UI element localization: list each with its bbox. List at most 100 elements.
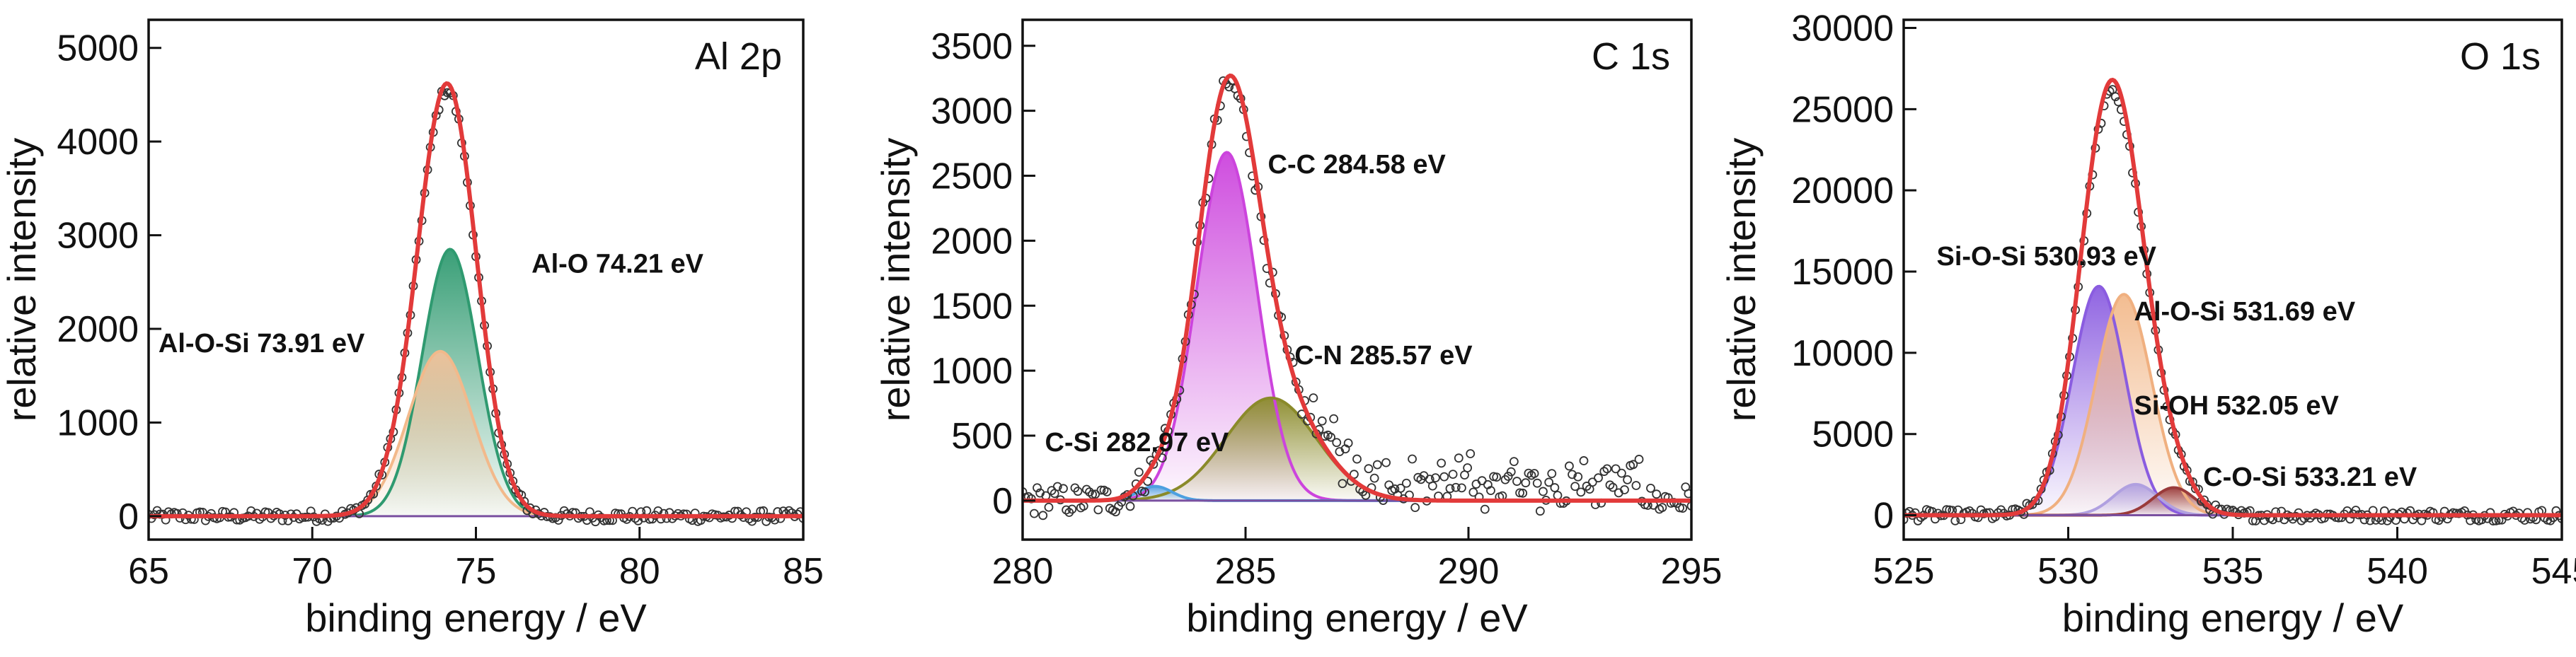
c1s-data-point	[1062, 505, 1071, 515]
c1s-x-tick-label: 290	[1438, 551, 1500, 592]
c1s-data-point	[1594, 473, 1603, 483]
c1s-data-point	[1361, 490, 1371, 500]
al2p-x-tick-label: 85	[783, 551, 824, 592]
c1s-data-point	[1678, 504, 1688, 513]
c1s-data-point	[1579, 456, 1589, 465]
c1s-data-point	[1309, 393, 1318, 402]
al2p-peak-label-1: Al-O-Si 73.91 eV	[159, 329, 365, 359]
o1s-x-tick-label: 535	[2202, 551, 2264, 592]
o1s-x-tick-label: 525	[1873, 551, 1935, 592]
c1s-data-point	[1081, 484, 1091, 494]
c1s-data-point	[1602, 464, 1612, 474]
c1s-data-point	[1343, 438, 1353, 448]
c1s-data-point	[1535, 506, 1545, 516]
o1s-panel-title: O 1s	[2460, 35, 2541, 78]
c1s-data-point	[1317, 416, 1327, 426]
c1s-y-tick-label: 2500	[931, 156, 1013, 197]
c1s-data-point	[1544, 477, 1554, 487]
c1s-data-point	[1521, 478, 1531, 488]
c1s-data-point	[1503, 472, 1513, 481]
c1s-data-point	[1539, 487, 1548, 496]
al2p-x-tick-label: 70	[292, 551, 333, 592]
o1s-y-tick-label: 5000	[1812, 414, 1894, 455]
o1s-envelope-line	[1904, 77, 2562, 518]
c1s-data-point	[1448, 470, 1458, 479]
al2p-y-tick-label: 1000	[57, 402, 139, 443]
c1s-data-point	[1408, 454, 1417, 464]
o1s-data-point	[1904, 515, 1909, 525]
al2p-component-fill-1	[149, 351, 803, 516]
c1s-data-point	[1518, 488, 1528, 498]
c1s-data-point	[1372, 460, 1382, 470]
o1s-peak-label-0: Si-O-Si 530.93 eV	[1937, 242, 2157, 272]
al2p-y-tick-label: 5000	[57, 28, 139, 69]
c1s-data-point	[1550, 483, 1560, 492]
c1s-data-point	[1052, 482, 1062, 492]
al2p-peak-label-0: Al-O 74.21 eV	[531, 250, 704, 279]
o1s-data-point	[1953, 505, 1963, 515]
c1s-data-point	[1565, 461, 1574, 471]
c1s-data-point	[1616, 468, 1626, 478]
c1s-data-point	[1030, 508, 1039, 518]
al2p-chart: 65 70 75 80 85 0 1000 2000 3000 4000 5000 binding e…	[0, 18, 824, 640]
al2p-envelope-line	[149, 81, 803, 518]
o1s-peak-label-2: Si-OH 532.05 eV	[2134, 391, 2340, 421]
c1s-data-point	[1471, 479, 1481, 489]
c1s-data-point	[1570, 482, 1580, 492]
o1s-x-tick-label: 540	[2367, 551, 2428, 592]
c1s-data-point	[1468, 487, 1478, 497]
al2p-y-tick-label: 2000	[57, 309, 139, 350]
c1s-data-point	[1140, 487, 1149, 497]
c1s-data-point	[1381, 458, 1391, 467]
c1s-data-point	[1445, 484, 1455, 494]
o1s-chart: 525 530 535 540 545 0 5000 10000 15000 20000 25000…	[1719, 8, 2576, 640]
c1s-data-point	[1529, 469, 1539, 478]
c1s-data-point	[1547, 469, 1557, 479]
c1s-data-point	[1509, 457, 1519, 467]
c1s-data-point	[1073, 487, 1083, 496]
c1s-data-point	[1553, 491, 1563, 500]
c1s-data-point	[1364, 464, 1374, 474]
o1s-y-tick-label: 30000	[1791, 8, 1894, 49]
c1s-data-point	[1652, 489, 1662, 499]
al2p-x-axis-label: binding energy / eV	[305, 595, 647, 640]
al2p-x-tick-label: 65	[128, 551, 169, 592]
c1s-data-point	[1369, 473, 1379, 483]
c1s-x-axis-label: binding energy / eV	[1186, 595, 1528, 640]
o1s-component-fill-0	[1904, 286, 2562, 516]
c1s-y-tick-label: 500	[951, 416, 1013, 457]
c1s-data-point	[1466, 449, 1476, 458]
c1s-y-tick-label: 3000	[931, 91, 1013, 132]
c1s-peak-label-0: C-C 284.58 eV	[1268, 150, 1447, 180]
c1s-peak-label-2: C-Si 282.97 eV	[1045, 428, 1229, 458]
c1s-data-point	[1332, 438, 1342, 448]
c1s-data-point	[1686, 501, 1691, 511]
c1s-axes-frame	[1021, 18, 1693, 541]
c1s-data-point	[1059, 484, 1068, 494]
c1s-data-point	[1486, 486, 1495, 496]
c1s-data-point	[1611, 464, 1621, 474]
al2p-x-tick-label: 75	[456, 551, 497, 592]
c1s-y-tick-label: 3500	[931, 26, 1013, 67]
c1s-data-point	[1439, 472, 1449, 482]
c1s-data-point	[1088, 489, 1098, 499]
c1s-data-point	[1492, 472, 1502, 482]
c1s-data-point	[1033, 483, 1042, 493]
al2p-data-point	[642, 506, 652, 516]
c1s-data-point	[1657, 503, 1667, 512]
al2p-y-axis-label: relative intensity	[0, 138, 44, 422]
c1s-data-point	[1634, 455, 1644, 464]
c1s-data-point	[1134, 467, 1144, 477]
c1s-component-fill-2	[1023, 486, 1691, 501]
c1s-data-point	[1463, 463, 1473, 472]
c1s-y-axis-label: relative intensity	[873, 138, 918, 422]
c1s-data-point	[1532, 478, 1542, 488]
c1s-x-tick-label: 280	[992, 551, 1054, 592]
o1s-y-tick-label: 20000	[1791, 170, 1894, 211]
c1s-y-tick-label: 1000	[931, 351, 1013, 392]
c1s-peak-label-1: C-N 285.57 eV	[1294, 341, 1473, 371]
c1s-data-point	[1451, 482, 1461, 492]
c1s-data-point	[1338, 479, 1347, 489]
o1s-y-tick-label: 0	[1873, 496, 1894, 537]
